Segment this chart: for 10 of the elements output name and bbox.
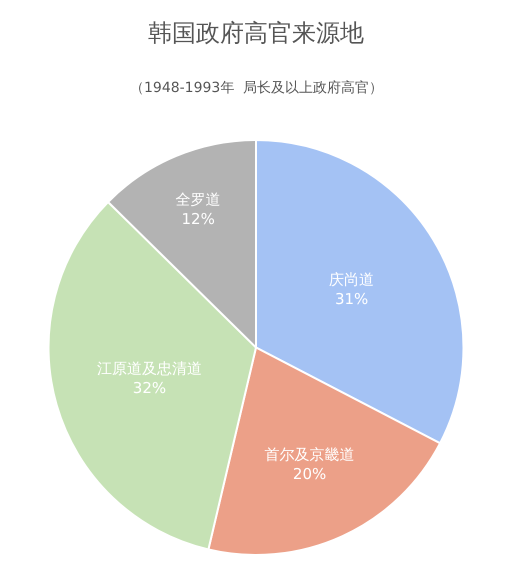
slice-label: 全罗道 <box>176 190 221 209</box>
data-label: 20% <box>292 465 326 484</box>
slice-label: 庆尚道 <box>329 270 374 289</box>
slice-label: 江原道及忠清道 <box>96 360 202 378</box>
data-label: 12% <box>181 210 215 228</box>
data-label: 31% <box>334 290 368 308</box>
chart-title: 韩国政府高官来源地 <box>148 18 364 47</box>
slice-label: 首尔及京畿道 <box>264 446 355 464</box>
data-label: 32% <box>132 379 166 398</box>
chart-subtitle: （1948-1993年 局长及以上政府高官） <box>130 80 384 96</box>
